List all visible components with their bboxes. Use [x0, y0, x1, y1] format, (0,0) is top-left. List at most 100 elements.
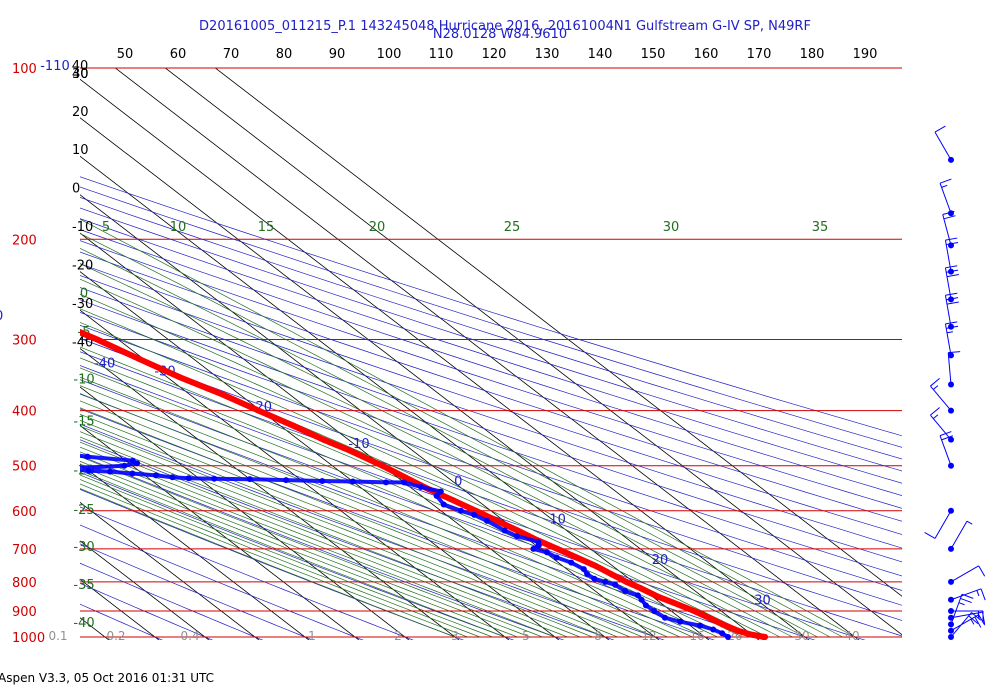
wind-barb-flag — [945, 237, 958, 241]
wind-barb-staff — [947, 352, 952, 385]
dry-adiabat-line — [80, 240, 902, 509]
wind-barb — [948, 588, 986, 603]
temperature-point — [747, 631, 754, 638]
dewpoint-point — [501, 527, 508, 534]
top-axis-label: 60 — [170, 47, 187, 62]
wind-barb-flag — [932, 414, 939, 419]
moist-adiabat-label: 15 — [258, 220, 275, 235]
wind-barb — [939, 178, 954, 217]
dry-adiabat-line — [80, 379, 816, 640]
moist-adiabat-line — [80, 460, 531, 638]
temperature-point — [379, 462, 386, 469]
wind-barb-flag — [945, 321, 958, 325]
dewpoint-point — [106, 468, 113, 475]
moist-adiabat-line — [80, 470, 506, 638]
mixing-ratio-label: 8 — [594, 629, 602, 643]
temperature-point — [608, 571, 615, 578]
dry-adiabat-line — [80, 351, 902, 637]
wind-barb — [948, 565, 986, 585]
top-axis-label: 110 — [429, 47, 454, 62]
mixing-ratio-label: 5 — [522, 629, 530, 643]
dewpoint-point — [642, 602, 649, 609]
isotherm-line — [80, 386, 410, 640]
isotherm-line — [80, 501, 260, 640]
moist-adiabat-line — [80, 385, 693, 638]
moist-adiabat-line — [80, 456, 543, 638]
top-axis-label: 130 — [535, 47, 560, 62]
temperature-point — [403, 474, 410, 481]
temperature-point — [762, 634, 768, 640]
mixing-ratio-label: 2 — [394, 629, 402, 643]
pressure-tick-label: 1000 — [12, 631, 45, 646]
temperature-point — [705, 614, 712, 621]
wind-barb-flag — [966, 520, 973, 525]
temperature-point — [219, 391, 226, 398]
moist-adiabat-line — [80, 413, 643, 638]
dry-adiabat-line — [80, 471, 515, 640]
wind-barb-staff — [934, 510, 952, 539]
isotherm-line — [214, 68, 902, 597]
dry-adiabat-label: -40 — [94, 356, 115, 371]
dewpoint-point — [41, 448, 47, 454]
dewpoint-point — [602, 578, 609, 585]
moist-adiabat-line — [80, 263, 818, 638]
dewpoint-point — [591, 575, 598, 582]
top-axis-label: 190 — [853, 47, 878, 62]
isotherm-line — [80, 424, 360, 640]
dewpoint-point — [634, 592, 641, 599]
moist-adiabat-line — [80, 334, 756, 638]
dewpoint-point — [85, 467, 92, 474]
dewpoint-point — [457, 507, 464, 514]
top-axis-label: 140 — [588, 47, 613, 62]
temperature-point — [655, 593, 662, 600]
dewpoint-point — [169, 474, 176, 481]
dry-adiabat-line — [80, 603, 163, 640]
wind-barb-flag — [978, 565, 986, 577]
dewpoint-point — [437, 488, 444, 495]
top-axis-label: 170 — [747, 47, 772, 62]
wind-barb — [930, 377, 954, 414]
top-axis-label: 100 — [377, 47, 402, 62]
wind-barb — [930, 407, 954, 443]
wind-barb-staff — [939, 183, 952, 214]
moist-adiabat-line — [80, 247, 831, 638]
dewpoint-point — [152, 472, 159, 479]
temperature-point — [136, 356, 143, 363]
temperature-point — [494, 517, 501, 524]
dewpoint-point — [84, 453, 91, 460]
sounding-profiles — [11, 328, 768, 640]
dry-adiabat-line — [80, 543, 314, 640]
moist-adiabat-label: 35 — [812, 220, 829, 235]
dewpoint-point — [638, 596, 645, 603]
moist-adiabat-line — [80, 233, 843, 638]
moist-adiabat-line — [80, 278, 806, 638]
wind-barb-staff — [934, 131, 952, 161]
temperature-point — [514, 527, 521, 534]
moist-adiabat-line — [80, 465, 518, 638]
top-axis-label: -110 — [40, 59, 70, 74]
dewpoint-point — [584, 571, 591, 578]
dry-adiabat-line — [80, 455, 565, 640]
wind-barb-staff — [944, 323, 952, 356]
wind-barb-flag — [945, 265, 958, 269]
moist-adiabat-line — [80, 218, 856, 638]
isotherm-label: 0 — [72, 182, 80, 197]
pressure-tick-label: 900 — [12, 605, 37, 620]
mixing-ratio-label: 0.2 — [106, 629, 125, 643]
chart-title: D20161005_011215_P.1 143245048 Hurricane… — [199, 19, 811, 34]
top-axis-label: 160 — [694, 47, 719, 62]
dry-adiabat-line — [80, 408, 715, 640]
wind-barb-staff — [950, 611, 983, 619]
moist-adiabat-line — [80, 400, 668, 638]
moist-adiabat-line — [80, 376, 706, 638]
moist-adiabat-label: -10 — [73, 372, 94, 387]
dewpoint-point — [11, 445, 17, 451]
moist-adiabat-line — [80, 367, 718, 638]
dry-adiabat-line — [80, 311, 902, 591]
wind-barb-flag — [976, 590, 980, 597]
temperature-point — [592, 562, 599, 569]
temperature-point — [623, 578, 630, 585]
dry-adiabat-line — [80, 275, 902, 549]
temperature-point — [177, 374, 184, 381]
